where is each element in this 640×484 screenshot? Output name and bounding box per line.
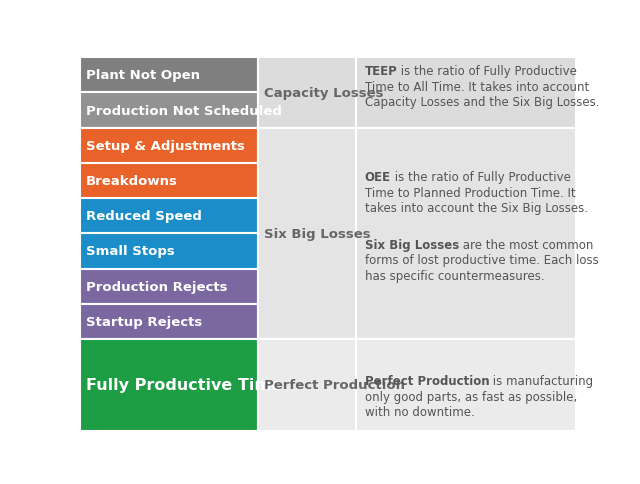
Text: forms of lost productive time. Each loss: forms of lost productive time. Each loss bbox=[365, 254, 598, 267]
Text: Capacity Losses: Capacity Losses bbox=[264, 87, 383, 100]
Text: Small Stops: Small Stops bbox=[86, 245, 175, 258]
Text: Capacity Losses and the Six Big Losses.: Capacity Losses and the Six Big Losses. bbox=[365, 96, 599, 109]
Text: Time to All Time. It takes into account: Time to All Time. It takes into account bbox=[365, 80, 589, 93]
Text: Production Rejects: Production Rejects bbox=[86, 280, 227, 293]
Text: Setup & Adjustments: Setup & Adjustments bbox=[86, 139, 245, 152]
Bar bbox=[257, 58, 356, 128]
Text: takes into account the Six Big Losses.: takes into account the Six Big Losses. bbox=[365, 202, 588, 215]
Text: has specific countermeasures.: has specific countermeasures. bbox=[365, 270, 545, 282]
Bar bbox=[80, 164, 257, 199]
Text: only good parts, as fast as possible,: only good parts, as fast as possible, bbox=[365, 390, 577, 403]
Text: Reduced Speed: Reduced Speed bbox=[86, 210, 202, 223]
Bar bbox=[80, 128, 257, 164]
Text: OEE: OEE bbox=[365, 170, 390, 183]
Bar bbox=[80, 304, 257, 339]
Text: Startup Rejects: Startup Rejects bbox=[86, 315, 202, 328]
Bar bbox=[80, 93, 257, 128]
Text: Six Big Losses: Six Big Losses bbox=[365, 238, 459, 251]
Text: Breakdowns: Breakdowns bbox=[86, 175, 178, 188]
Text: with no downtime.: with no downtime. bbox=[365, 406, 474, 418]
Bar bbox=[80, 269, 257, 304]
Bar bbox=[80, 199, 257, 234]
Text: is manufacturing: is manufacturing bbox=[490, 374, 593, 387]
Text: Production Not Scheduled: Production Not Scheduled bbox=[86, 105, 282, 117]
Bar bbox=[257, 128, 356, 339]
Text: are the most common: are the most common bbox=[459, 238, 593, 251]
Bar bbox=[356, 339, 576, 431]
Text: Perfect Production: Perfect Production bbox=[365, 374, 490, 387]
Text: is the ratio of Fully Productive: is the ratio of Fully Productive bbox=[397, 65, 577, 78]
Text: Perfect Production: Perfect Production bbox=[264, 378, 404, 392]
Text: is the ratio of Fully Productive: is the ratio of Fully Productive bbox=[390, 170, 571, 183]
Text: TEEP: TEEP bbox=[365, 65, 397, 78]
Bar bbox=[356, 58, 576, 128]
Bar bbox=[257, 339, 356, 431]
Text: Time to Planned Production Time. It: Time to Planned Production Time. It bbox=[365, 186, 575, 199]
Bar bbox=[80, 58, 257, 93]
Text: Six Big Losses: Six Big Losses bbox=[264, 227, 370, 241]
Text: Fully Productive Time: Fully Productive Time bbox=[86, 378, 282, 393]
Bar bbox=[80, 339, 257, 431]
Bar bbox=[356, 128, 576, 339]
Bar bbox=[80, 234, 257, 269]
Text: Plant Not Open: Plant Not Open bbox=[86, 69, 200, 82]
